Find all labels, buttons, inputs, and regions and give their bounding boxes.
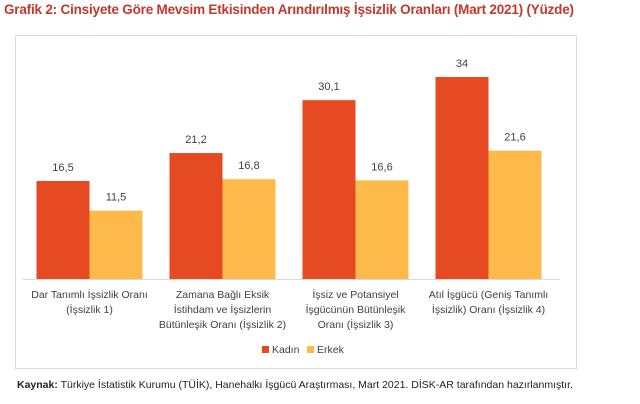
category-label: İstihdam ve İşsizlerin [174,303,272,316]
bar-kadın-4 [435,77,489,279]
category-label: Zamana Bağlı Eksik [176,289,270,301]
bar-erkek-3 [355,180,409,279]
data-label: 11,5 [106,192,127,204]
legend-label-erkek: Erkek [317,344,345,356]
data-label: 30,1 [318,81,339,93]
bar-kadın-2 [169,153,223,279]
source-note: Kaynak: Türkiye İstatistik Kurumu (TÜİK)… [17,379,573,391]
category-label: Dar Tanımlı İşsizlik Oranı [31,288,148,301]
data-label: 16,8 [238,160,259,172]
bar-kadın-3 [302,100,356,279]
bar-erkek-4 [488,150,542,279]
data-label: 16,6 [371,161,392,173]
bar-erkek-2 [222,179,276,279]
category-label: (İşsizlik 1) [66,303,113,316]
category-label: İşsizlik) Oranı (İşsizlik 4) [432,303,545,316]
legend-swatch-kadın [262,346,269,353]
legend-swatch-erkek [307,346,314,353]
data-label: 21,2 [185,134,206,146]
bar-erkek-1 [89,210,143,279]
data-label: 16,5 [52,162,73,174]
category-label: Atıl İşgücü (Geniş Tanımlı [429,288,548,301]
legend-label-kadın: Kadın [272,344,300,356]
data-label: 34 [456,58,468,70]
category-label: İşsiz ve Potansiyel [312,288,398,301]
chart-title: Grafik 2: Cinsiyete Göre Mevsim Etkisind… [4,2,574,17]
data-label: 21,6 [504,132,525,144]
source-text: Türkiye İstatistik Kurumu (TÜİK), Haneha… [57,379,573,391]
category-label: Bütünleşik Oranı (İşsizlik 2) [159,318,286,331]
category-label: Oranı (İşsizlik 3) [318,318,394,331]
bar-kadın-1 [36,180,90,279]
source-label: Kaynak: [17,379,58,391]
category-label: İşgücünün Bütünleşik [306,303,407,316]
